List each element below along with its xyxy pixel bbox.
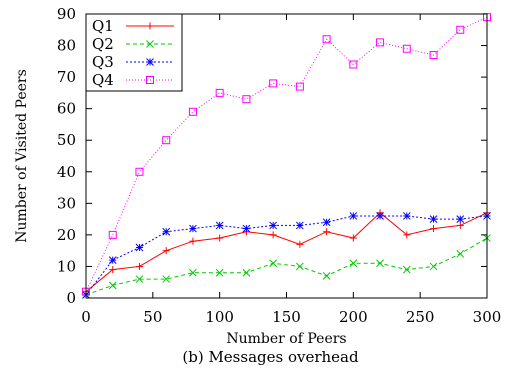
legend-label-q2: Q2 <box>92 35 114 53</box>
series-q1-point <box>403 231 411 239</box>
series-q3-point <box>296 221 304 230</box>
series-q1-line <box>85 212 488 293</box>
y-tick-label: 0 <box>66 289 76 307</box>
series-q1-point <box>269 231 277 239</box>
y-tick-label: 10 <box>57 257 76 275</box>
series-q2-point <box>162 275 171 283</box>
y-tick-label: 70 <box>57 68 76 86</box>
series-q2-point <box>322 272 331 280</box>
series-q2-point <box>242 268 251 277</box>
series-q3-point <box>402 212 411 220</box>
x-tick-label: 250 <box>406 308 435 326</box>
series-q2-point <box>189 268 197 277</box>
series-q2-point <box>402 265 411 274</box>
series-q4-point <box>402 44 411 53</box>
series-q1-point <box>296 240 304 248</box>
series-q4-point <box>429 51 438 60</box>
series-q2-line <box>85 237 488 296</box>
x-axis-label: Number of Peers <box>226 331 346 347</box>
series-q3-point <box>215 221 224 230</box>
series-q3-point <box>429 215 438 223</box>
y-tick-label: 60 <box>57 100 76 118</box>
series-q3-point <box>189 224 197 233</box>
legend-box <box>85 13 183 92</box>
y-axis: 0 10 20 30 40 50 60 70 80 90 <box>57 5 487 307</box>
series-q3-point <box>349 212 358 220</box>
x-tick-label: 200 <box>339 308 368 326</box>
series-q2-point <box>376 259 384 268</box>
x-tick-label: 300 <box>473 308 502 326</box>
series-q4-point <box>242 95 251 104</box>
series-q1-point <box>456 221 464 229</box>
series-q4-point <box>188 107 197 116</box>
y-axis-label: Number of Visited Peers <box>14 69 30 243</box>
series-q4-point <box>215 88 224 97</box>
y-tick-label: 50 <box>57 131 76 149</box>
series-q3-point <box>376 212 384 220</box>
x-tick-label: 50 <box>143 308 162 326</box>
legend-label-q1: Q1 <box>92 17 114 35</box>
y-tick-label: 80 <box>57 37 76 55</box>
series-q1-point <box>189 237 197 245</box>
series-q4-point <box>162 136 171 145</box>
series-q4-point <box>108 230 117 239</box>
series-q4-point <box>269 79 278 88</box>
y-tick-label: 30 <box>57 194 76 212</box>
legend-label-q4: Q4 <box>92 71 114 89</box>
series-q4-point <box>135 167 144 176</box>
series-q1-point <box>430 225 438 233</box>
series-q1-point <box>323 228 331 236</box>
series-q3-point <box>135 243 144 252</box>
series-q2-point <box>269 259 277 268</box>
series-q2-point <box>456 249 465 258</box>
x-tick-label: 0 <box>81 308 91 326</box>
series-q2-point <box>215 268 224 277</box>
legend-marker-q3 <box>146 58 154 66</box>
series-q1-point <box>216 234 224 242</box>
plot-area <box>82 13 491 299</box>
series-q4-point <box>456 25 465 34</box>
series-q1-point <box>349 234 357 242</box>
series-q3-point <box>108 256 117 264</box>
legend-marker-q2 <box>146 40 154 48</box>
x-tick-label: 100 <box>205 308 234 326</box>
x-tick-label: 150 <box>272 308 301 326</box>
series-q4-point <box>349 60 358 69</box>
legend-marker-q4 <box>146 76 154 84</box>
legend-label-q3: Q3 <box>92 53 114 71</box>
series-q3-line <box>85 215 488 296</box>
series-q1-point <box>109 266 117 274</box>
legend-marker-q1 <box>146 22 154 30</box>
series-q4-point <box>322 35 331 44</box>
series-q2-point <box>429 262 438 271</box>
series-q3-point <box>456 215 465 223</box>
y-tick-label: 40 <box>57 163 76 181</box>
series-q3-point <box>322 218 331 227</box>
y-tick-label: 20 <box>57 226 76 244</box>
series-q2-point <box>135 275 144 283</box>
series-q2-point <box>108 281 117 290</box>
series-q3-point <box>269 221 277 230</box>
series-q1-point <box>135 262 143 270</box>
series-q4-point <box>295 82 304 91</box>
series-q2-point <box>349 259 358 268</box>
series-q3-point <box>162 227 171 236</box>
series-q3-point <box>242 224 251 233</box>
x-axis: 0 50 100 150 200 250 300 <box>81 14 501 326</box>
series-q1-point <box>162 247 170 255</box>
y-tick-label: 90 <box>57 5 76 23</box>
figure-caption: (b) Messages overhead <box>182 348 359 366</box>
series-q4-point <box>376 38 385 47</box>
series-q2-point <box>296 262 304 271</box>
